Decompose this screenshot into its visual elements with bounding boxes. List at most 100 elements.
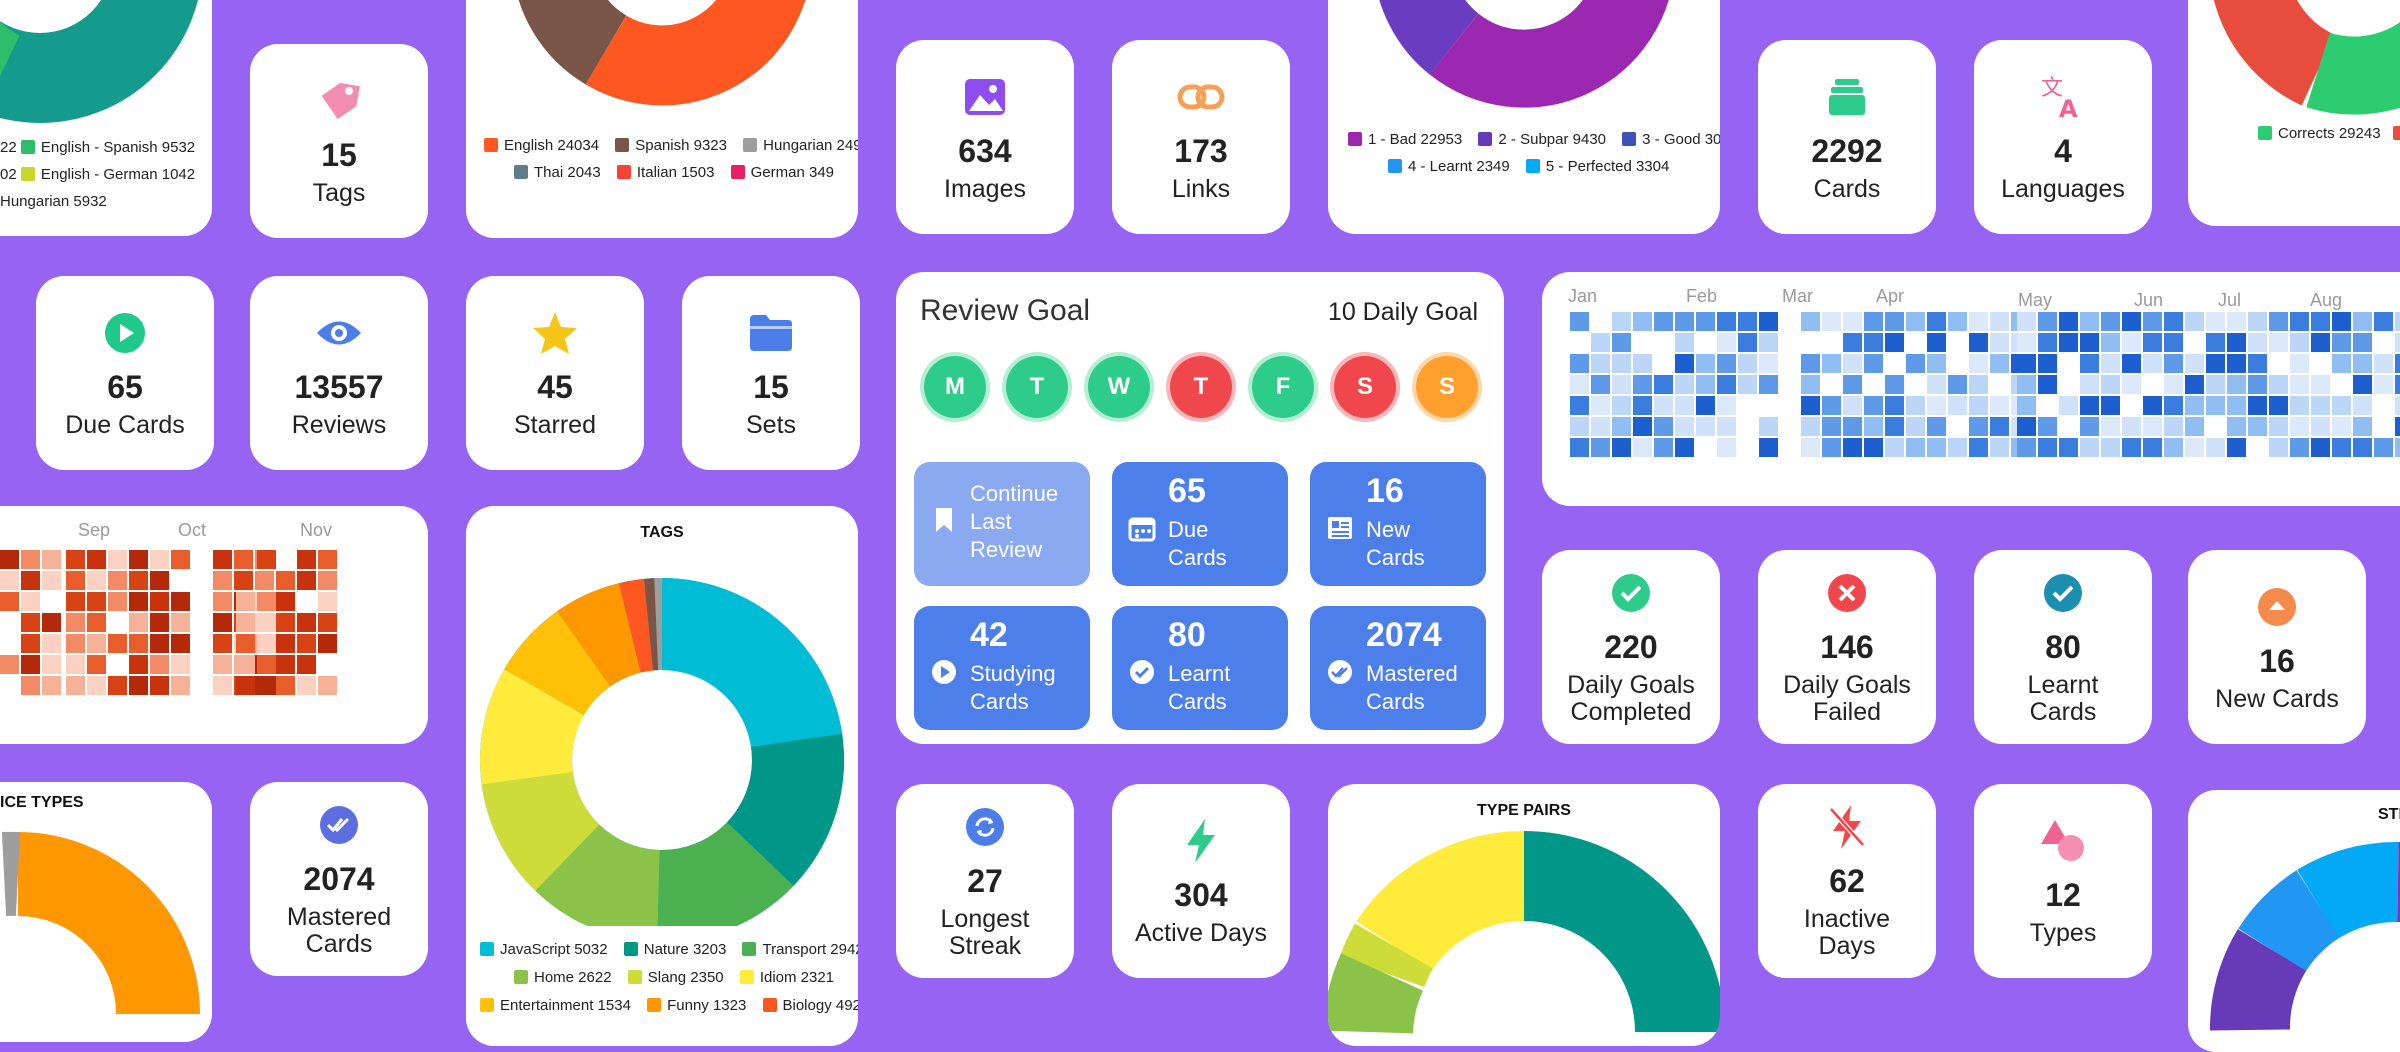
heatmap-cell — [1864, 438, 1883, 457]
new-cards-stat-card[interactable]: 16 New Cards — [2188, 550, 2366, 744]
svg-text:A: A — [2059, 95, 2078, 121]
heatmap-cell — [1633, 375, 1652, 394]
continue-last-review-button[interactable]: Continue Last Review — [914, 462, 1090, 586]
heatmap-cell — [2374, 312, 2393, 331]
due-cards-stat-card[interactable]: 65 Due Cards — [36, 276, 214, 470]
tags-stat-card[interactable]: 15 Tags — [250, 44, 428, 238]
heatmap-cell — [2185, 417, 2204, 436]
heatmap-cell — [2311, 438, 2330, 457]
heatmap-cell — [318, 613, 337, 632]
heatmap-cell — [213, 655, 232, 674]
heatmap-cell — [1738, 354, 1757, 373]
daily-goals-failed-card[interactable]: 146 Daily Goals Failed — [1758, 550, 1936, 744]
day-saturday[interactable]: S — [1334, 356, 1396, 418]
heatmap-cell — [1591, 438, 1610, 457]
heatmap-cell — [1843, 375, 1862, 394]
heatmap-cell — [2080, 333, 2099, 352]
heatmap-cell — [2122, 438, 2141, 457]
daily-goal-label: 10 Daily Goal — [1328, 298, 1478, 327]
heatmap-cell — [129, 592, 148, 611]
inactive-days-card[interactable]: 62 Inactive Days — [1758, 784, 1936, 978]
heatmap-cell — [108, 592, 127, 611]
heatmap-cell — [234, 571, 253, 590]
heatmap-cell — [1885, 396, 1904, 415]
heatmap-cell — [2038, 333, 2057, 352]
stat-value: 4 — [2054, 133, 2072, 170]
mastered-cards-tile[interactable]: 2074 Mastered Cards — [1310, 606, 1486, 730]
heatmap-cell — [1612, 375, 1631, 394]
legend-item: Italian 1503 — [637, 164, 715, 181]
heatmap-cell — [42, 676, 61, 695]
practice-types-donut-card: ICE TYPES — [0, 782, 212, 1042]
heatmap-cell — [1843, 417, 1862, 436]
heatmap-cell — [318, 571, 337, 590]
heatmap-cell — [129, 571, 148, 590]
heatmap-cell — [255, 571, 274, 590]
studying-cards-tile[interactable]: 42 Studying Cards — [914, 606, 1090, 730]
heatmap-cell — [129, 676, 148, 695]
mastered-cards-stat-card[interactable]: 2074 Mastered Cards — [250, 782, 428, 976]
heatmap-cell — [2038, 417, 2057, 436]
cards-stat-card[interactable]: 2292 Cards — [1758, 40, 1936, 234]
active-days-card[interactable]: 304 Active Days — [1112, 784, 1290, 978]
sets-stat-card[interactable]: 15 Sets — [682, 276, 860, 470]
languages-donut-card: English 24034 Spanish 9323 Hungarian 249… — [466, 0, 858, 238]
reviews-stat-card[interactable]: 13557 Reviews — [250, 276, 428, 470]
learnt-cards-stat-card[interactable]: 80 Learnt Cards — [1974, 550, 2152, 744]
heatmap-cell — [276, 676, 295, 695]
heatmap-cell — [2017, 333, 2036, 352]
types-stat-card[interactable]: 12 Types — [1974, 784, 2152, 978]
donut-slice — [584, 628, 630, 649]
heatmap-cell — [1675, 333, 1694, 352]
heatmap-cell — [2227, 312, 2246, 331]
heatmap-cell — [2353, 312, 2372, 331]
heatmap-cell — [1990, 312, 2009, 331]
heatmap-cell — [21, 571, 40, 590]
heatmap-cell — [2374, 354, 2393, 373]
heatmap-cell — [2101, 438, 2120, 457]
heatmap-cell — [1717, 396, 1736, 415]
heatmap-cell — [2353, 417, 2372, 436]
heatmap-cell — [2332, 333, 2351, 352]
heatmap-cell — [1570, 312, 1589, 331]
heatmap-cell — [21, 592, 40, 611]
heatmap-cell — [2164, 396, 2183, 415]
day-sunday[interactable]: S — [1416, 356, 1478, 418]
donut-slice — [567, 858, 658, 896]
heatmap-cell — [150, 655, 169, 674]
day-friday[interactable]: F — [1252, 356, 1314, 418]
stat-value: 173 — [1174, 133, 1227, 170]
check-circle-icon — [1605, 567, 1657, 619]
longest-streak-card[interactable]: 27 Longest Streak — [896, 784, 1074, 978]
heatmap-cell — [297, 613, 316, 632]
heatmap-cell — [276, 634, 295, 653]
heatmap-cell — [1948, 396, 1967, 415]
tile-number: 42 — [970, 616, 1008, 655]
heatmap-cell — [2164, 312, 2183, 331]
heatmap-cell — [2395, 375, 2400, 394]
daily-goals-completed-card[interactable]: 220 Daily Goals Completed — [1542, 550, 1720, 744]
day-wednesday[interactable]: W — [1088, 356, 1150, 418]
new-cards-tile[interactable]: 16 New Cards — [1310, 462, 1486, 586]
heatmap-cell — [2311, 312, 2330, 331]
heatmap-cell — [2101, 396, 2120, 415]
images-stat-card[interactable]: 634 Images — [896, 40, 1074, 234]
learnt-cards-tile[interactable]: 80 Learnt Cards — [1112, 606, 1288, 730]
review-goal-title: Review Goal — [920, 294, 1090, 328]
ratings-donut — [1328, 0, 1720, 234]
day-letter: T — [1194, 373, 1209, 401]
heatmap-cell — [2059, 396, 2078, 415]
day-monday[interactable]: M — [924, 356, 986, 418]
heatmap-cell — [66, 634, 85, 653]
links-stat-card[interactable]: 173 Links — [1112, 40, 1290, 234]
day-thursday[interactable]: T — [1170, 356, 1232, 418]
heatmap-cell — [2164, 333, 2183, 352]
heatmap-cell — [1612, 396, 1631, 415]
day-tuesday[interactable]: T — [1006, 356, 1068, 418]
starred-stat-card[interactable]: 45 Starred — [466, 276, 644, 470]
due-cards-tile[interactable]: 65 Due Cards — [1112, 462, 1288, 586]
heatmap-cell — [2227, 396, 2246, 415]
heatmap-cell — [1654, 438, 1673, 457]
stat-value: 15 — [753, 369, 789, 406]
